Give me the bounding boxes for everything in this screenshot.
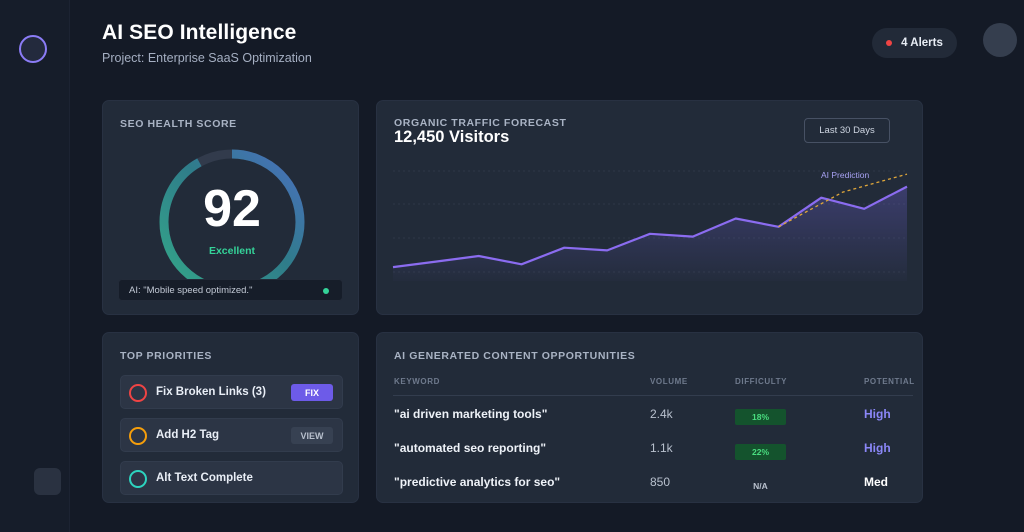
alert-ring-icon xyxy=(129,384,147,402)
complete-ring-icon xyxy=(129,470,147,488)
ai-insight: AI: "Mobile speed optimized." xyxy=(118,279,343,301)
warning-ring-icon xyxy=(129,427,147,445)
column-header-difficulty: DIFFICULTY xyxy=(735,377,788,386)
opportunities-label: AI GENERATED CONTENT OPPORTUNITIES xyxy=(394,350,636,362)
prediction-label: AI Prediction xyxy=(821,170,869,180)
volume-cell: 1.1k xyxy=(650,441,673,455)
health-status: Excellent xyxy=(208,245,256,257)
difficulty-badge: 18% xyxy=(735,409,786,425)
volume-cell: 2.4k xyxy=(650,407,673,421)
traffic-chart: AI Prediction xyxy=(392,170,908,281)
status-dot-icon xyxy=(323,288,329,294)
potential-cell: High xyxy=(864,407,891,421)
prediction-line xyxy=(778,173,908,228)
traffic-label: ORGANIC TRAFFIC FORECAST xyxy=(394,117,567,129)
settings-button[interactable] xyxy=(34,468,61,495)
priority-item-alt-text[interactable]: Alt Text Complete xyxy=(120,461,343,495)
alerts-label: 4 Alerts xyxy=(901,37,943,49)
priority-text: Add H2 Tag xyxy=(156,429,220,441)
page-title: AI SEO Intelligence xyxy=(102,21,297,44)
view-button[interactable]: VIEW xyxy=(291,427,333,444)
alerts-button[interactable]: 4 Alerts xyxy=(872,28,957,58)
health-score: 92 xyxy=(203,180,261,238)
traffic-forecast-card: ORGANIC TRAFFIC FORECAST 12,450 Visitors… xyxy=(376,100,923,315)
keyword-cell: "predictive analytics for seo" xyxy=(394,475,561,489)
column-header-keyword: KEYWORD xyxy=(394,377,440,386)
top-priorities-card: TOP PRIORITIES Fix Broken Links (3) FIX … xyxy=(102,332,359,503)
ai-insight-text: AI: "Mobile speed optimized." xyxy=(129,285,253,296)
priorities-label: TOP PRIORITIES xyxy=(120,350,213,362)
potential-cell: Med xyxy=(864,475,888,489)
alert-dot-icon xyxy=(886,40,893,46)
seo-health-label: SEO HEALTH SCORE xyxy=(120,118,237,130)
avatar[interactable] xyxy=(983,23,1017,57)
traffic-line xyxy=(392,185,908,269)
priority-text: Fix Broken Links (3) xyxy=(156,386,266,398)
column-header-potential: POTENTIAL xyxy=(864,377,915,386)
seo-health-card: SEO HEALTH SCORE 92 Excellent AI: "Mobil… xyxy=(102,100,359,315)
priority-text: Alt Text Complete xyxy=(156,472,253,484)
visitors-count: 12,450 Visitors xyxy=(394,128,510,146)
difficulty-badge: N/A xyxy=(753,481,768,491)
column-header-volume: VOLUME xyxy=(650,377,688,386)
keyword-cell: "automated seo reporting" xyxy=(394,441,547,455)
keyword-cell: "ai driven marketing tools" xyxy=(394,407,548,421)
sidebar xyxy=(0,0,70,532)
potential-cell: High xyxy=(864,441,891,455)
volume-cell: 850 xyxy=(650,475,671,489)
logo-icon[interactable] xyxy=(19,35,47,63)
priority-item-h2-tag[interactable]: Add H2 Tag VIEW xyxy=(120,418,343,452)
priority-item-broken-links[interactable]: Fix Broken Links (3) FIX xyxy=(120,375,343,409)
page-subtitle: Project: Enterprise SaaS Optimization xyxy=(102,51,312,65)
difficulty-badge: 22% xyxy=(735,444,786,460)
date-range-button[interactable]: Last 30 Days xyxy=(804,118,890,143)
table-divider xyxy=(393,395,913,396)
content-opportunities-card: AI GENERATED CONTENT OPPORTUNITIES KEYWO… xyxy=(376,332,923,503)
fix-button[interactable]: FIX xyxy=(291,384,333,401)
